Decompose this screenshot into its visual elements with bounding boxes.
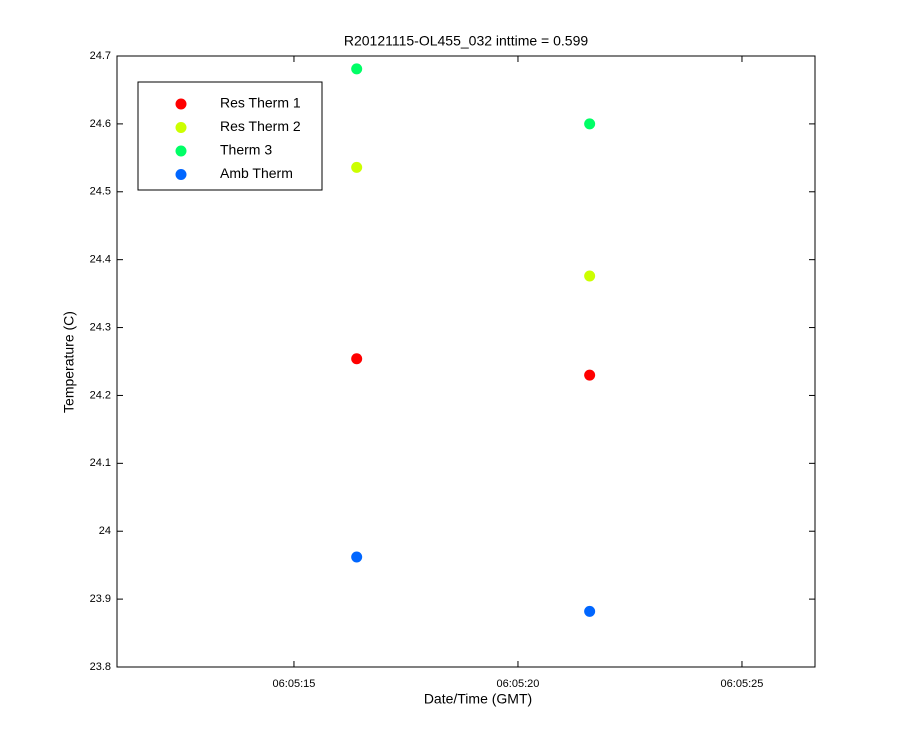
y-tick-label: 23.8 xyxy=(90,661,111,673)
y-axis-label: Temperature (C) xyxy=(61,311,77,413)
y-tick-label: 24.2 xyxy=(90,389,111,401)
y-tick-label: 23.9 xyxy=(90,593,111,605)
legend-marker xyxy=(175,145,187,157)
data-point xyxy=(351,63,363,75)
x-axis-label: Date/Time (GMT) xyxy=(424,691,532,707)
y-tick-label: 24.7 xyxy=(90,50,111,62)
legend-text: Res Therm 1 xyxy=(220,95,301,111)
data-point xyxy=(584,270,596,282)
y-tick-label: 24 xyxy=(99,525,111,537)
y-tick-label: 24.4 xyxy=(90,254,111,266)
y-tick-label: 24.5 xyxy=(90,186,111,198)
x-tick-label: 06:05:20 xyxy=(497,678,540,690)
y-tick-label: 24.6 xyxy=(90,118,111,130)
plot-frame xyxy=(116,55,816,668)
legend-marker xyxy=(175,122,187,133)
y-tick-label: 24.3 xyxy=(90,321,111,333)
legend-marker xyxy=(175,169,187,180)
data-point xyxy=(351,161,363,173)
x-tick-label: 06:05:15 xyxy=(273,678,316,690)
legend-text: Therm 3 xyxy=(220,142,272,158)
x-tick-label: 06:05:25 xyxy=(721,678,764,690)
y-tick-label: 24.1 xyxy=(90,457,111,469)
legend-text: Amb Therm xyxy=(220,165,293,181)
legend-text: Res Therm 2 xyxy=(220,118,301,134)
chart-title: R20121115-OL455_032 inttime = 0.599 xyxy=(344,33,588,49)
data-point xyxy=(584,605,596,617)
data-point xyxy=(351,551,363,563)
data-point xyxy=(351,353,363,365)
legend-marker xyxy=(175,98,187,110)
data-point xyxy=(584,118,596,130)
data-point xyxy=(584,369,596,381)
legend-box xyxy=(137,81,323,191)
